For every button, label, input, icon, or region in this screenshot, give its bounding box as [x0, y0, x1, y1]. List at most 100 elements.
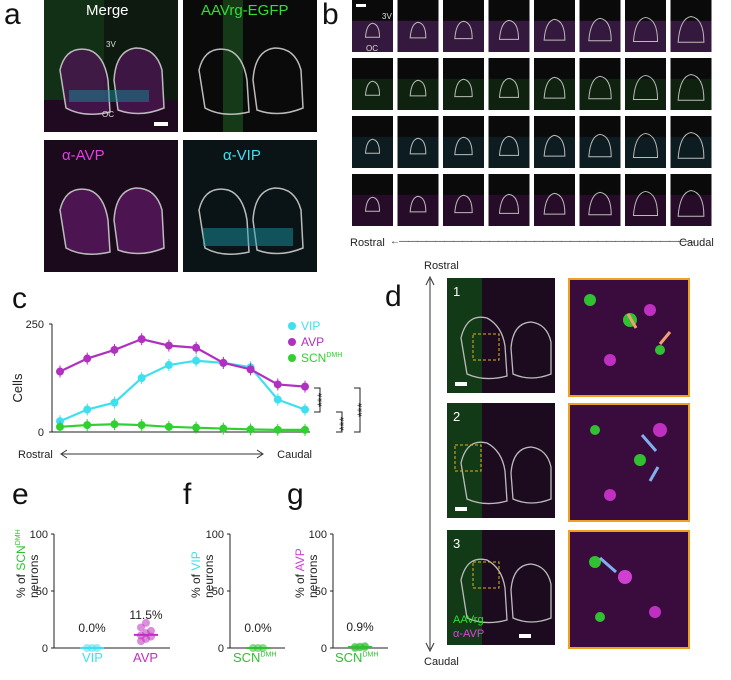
b-arrow: ←――――――――――――――――――――――――――――――――→	[390, 236, 697, 247]
b-caudal: Caudal	[679, 237, 714, 249]
e-cat-vip: VIP	[82, 650, 103, 665]
d-row3-number: 3	[453, 536, 461, 551]
b-tile	[443, 0, 484, 52]
b-tile-signal	[534, 78, 575, 110]
c-point	[192, 356, 201, 365]
c-legend-label: VIP	[301, 319, 320, 333]
c-point	[192, 423, 201, 432]
b-tile	[352, 58, 393, 110]
d-row2-number: 2	[453, 409, 461, 424]
b-tile	[397, 0, 439, 52]
c-series-line	[59, 423, 305, 431]
b-tile	[579, 174, 621, 226]
b-tile	[579, 0, 621, 52]
b-tile-outline	[588, 191, 612, 216]
b-tile-outline	[632, 190, 659, 217]
panel-e-label: e	[12, 478, 29, 511]
b-tile	[579, 58, 621, 110]
label-3v: 3V	[106, 40, 116, 49]
c-bracket-2	[336, 411, 343, 433]
f-cat: SCNDMH	[233, 650, 277, 665]
efg-ytick-label: 50	[212, 586, 224, 598]
c-bracket-1	[314, 387, 321, 413]
efg-ytick-label: 0	[321, 643, 327, 655]
b-tile-outline	[543, 76, 566, 99]
b-tile	[579, 116, 621, 168]
c-caudal: Caudal	[277, 449, 312, 461]
b-tile	[670, 116, 712, 168]
d-rostral: Rostral	[424, 260, 459, 272]
b-scalebar	[356, 4, 366, 7]
d-legend-magenta: α-AVP	[453, 628, 485, 640]
b-tile-outline	[409, 79, 427, 97]
b-tile-signal	[670, 136, 712, 168]
panel-c-chart: 250 0 Cells VIP AVP SCNDMH *** *** *** Rostral Cau…	[0, 300, 380, 470]
c-point	[110, 398, 119, 407]
c-ylabel: Cells	[10, 373, 25, 402]
b-tile-outline	[454, 20, 473, 40]
panel-a-label: a	[4, 0, 21, 31]
c-point	[273, 395, 282, 404]
panel-d-label: d	[385, 280, 402, 313]
d-row3-overview: 3 AAVrg α-AVP	[447, 530, 555, 645]
b-tile-signal	[397, 136, 439, 168]
b-tile-outline	[364, 80, 381, 96]
c-point	[273, 425, 282, 434]
d-row1-overview: 1	[447, 278, 555, 393]
b-tile-outline	[498, 135, 520, 156]
b-tile-outline	[588, 17, 612, 42]
b-tile	[352, 116, 393, 168]
b-tile-signal	[397, 20, 439, 52]
efg-value-label: 0.9%	[346, 620, 374, 634]
b-tile-outline	[498, 77, 520, 98]
c-bracket-3	[354, 387, 361, 433]
b-tile	[534, 0, 575, 52]
b-tile-outline	[454, 194, 473, 214]
g-cat: SCNDMH	[335, 650, 379, 665]
c-sig: ***	[337, 417, 351, 431]
d-caudal: Caudal	[424, 656, 459, 668]
c-point	[219, 358, 228, 367]
b-tile	[625, 58, 666, 110]
b-tile-outline	[632, 132, 659, 159]
b-tile-signal	[397, 78, 439, 110]
c-rostral: Rostral	[18, 449, 53, 461]
panel-g-label: g	[287, 478, 304, 511]
b-tile	[397, 174, 439, 226]
b-tile-signal	[352, 20, 393, 52]
b-tile-signal	[625, 20, 666, 52]
efg-value-label: 0.0%	[78, 621, 106, 635]
c-point	[164, 422, 173, 431]
b-tile-signal	[488, 78, 530, 110]
panel-f-label: f	[183, 478, 192, 511]
c-arrow-right	[256, 449, 264, 459]
b-tile-signal	[670, 194, 712, 226]
b-tile	[443, 116, 484, 168]
b-tile	[670, 58, 712, 110]
efg-ytick-label: 0	[42, 643, 48, 655]
c-point	[219, 424, 228, 433]
b-tile-outline	[632, 74, 659, 101]
b-tile	[670, 174, 712, 226]
b-tile	[488, 58, 530, 110]
b-tile	[534, 174, 575, 226]
b-tile-signal	[488, 136, 530, 168]
panels-efg-charts: 100 50 0 0.0% 11.5% 100 50 0 0.0% 100 50 0 0.9%	[0, 520, 420, 675]
b-tile	[534, 58, 575, 110]
b-tile-signal	[670, 20, 712, 52]
c-point	[164, 361, 173, 370]
b-tile	[625, 0, 666, 52]
b-tile-signal	[488, 194, 530, 226]
b-tile-signal	[443, 194, 484, 226]
efg-ytick-label: 50	[36, 586, 48, 598]
e-cat-avp: AVP	[133, 650, 159, 665]
b-tile-signal	[352, 136, 393, 168]
panel-b-label: b	[322, 0, 339, 31]
b-rostral: Rostral	[350, 237, 385, 249]
b-tile-outline	[677, 73, 705, 101]
b-tile	[488, 174, 530, 226]
efg-ytick-label: 100	[206, 529, 224, 541]
b-tile-signal	[488, 20, 530, 52]
b-tile-signal	[579, 136, 621, 168]
b-tile-outline	[454, 136, 473, 156]
